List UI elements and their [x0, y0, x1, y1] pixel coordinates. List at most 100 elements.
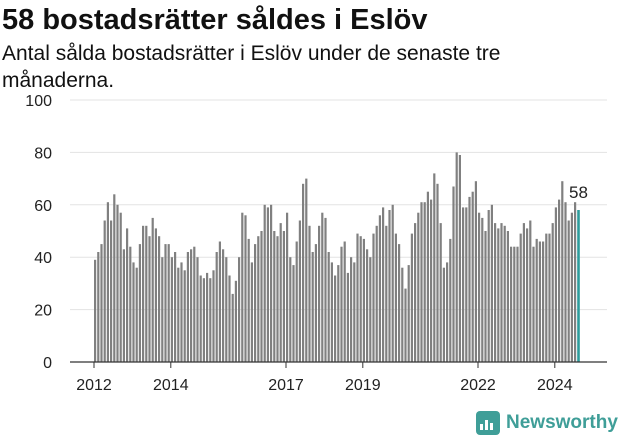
bar [500, 223, 503, 362]
bar [567, 220, 570, 362]
bar [394, 233, 397, 362]
bar [513, 246, 516, 362]
bar [212, 270, 215, 362]
bar [324, 217, 327, 362]
bar [292, 265, 295, 362]
bar [378, 215, 381, 362]
bar [474, 181, 477, 362]
bar [414, 223, 417, 362]
bar [266, 207, 269, 362]
bar [298, 220, 301, 362]
bar [506, 231, 509, 362]
bar [554, 207, 557, 362]
bar [286, 212, 289, 362]
bar [519, 233, 522, 362]
bar [574, 202, 577, 362]
bar [276, 236, 279, 362]
bar [439, 223, 442, 362]
bar [327, 252, 330, 362]
bar [302, 183, 305, 362]
bar [391, 204, 394, 362]
bar [561, 181, 564, 362]
bar [372, 233, 375, 362]
bar [103, 220, 106, 362]
bar [426, 191, 429, 362]
bar [97, 252, 100, 362]
bar [289, 257, 292, 362]
bar [359, 236, 362, 362]
y-tick-label: 100 [25, 93, 52, 110]
bar [183, 270, 186, 362]
bar [522, 223, 525, 362]
latest-value-label: 58 [569, 183, 588, 202]
bar [161, 257, 164, 362]
bar [314, 244, 317, 362]
bar [257, 236, 260, 362]
bar [244, 215, 247, 362]
bar [337, 265, 340, 362]
bar [106, 202, 109, 362]
bar [481, 217, 484, 362]
bar [343, 241, 346, 362]
bar [548, 233, 551, 362]
bar [110, 220, 113, 362]
brand-logo: Newsworthy [476, 408, 618, 438]
bar [295, 241, 298, 362]
bar [199, 275, 202, 362]
bar [490, 204, 493, 362]
bar [177, 267, 180, 362]
bar [494, 223, 497, 362]
y-tick-label: 20 [34, 303, 52, 320]
bar [366, 249, 369, 362]
bar [420, 202, 423, 362]
bar [433, 173, 436, 362]
bar [532, 246, 535, 362]
bar [334, 275, 337, 362]
bar [206, 272, 209, 362]
bar [202, 278, 205, 362]
bar [542, 241, 545, 362]
bar [113, 194, 116, 362]
bar [449, 238, 452, 362]
bar [241, 212, 244, 362]
bar [279, 223, 282, 362]
bar [238, 257, 241, 362]
bar [545, 233, 548, 362]
bar [170, 257, 173, 362]
bar [186, 252, 189, 362]
bar [401, 267, 404, 362]
bar [487, 210, 490, 362]
y-tick-label: 80 [34, 145, 52, 162]
bar [356, 233, 359, 362]
bar [225, 257, 228, 362]
bar [564, 202, 567, 362]
bar [260, 231, 263, 362]
bar [135, 267, 138, 362]
bar [407, 265, 410, 362]
bar [321, 212, 324, 362]
bar [503, 225, 506, 362]
bar [318, 225, 321, 362]
bar [193, 246, 196, 362]
bar [516, 246, 519, 362]
bar [196, 257, 199, 362]
bar [138, 244, 141, 362]
bar [215, 252, 218, 362]
bar [330, 262, 333, 362]
bar [350, 257, 353, 362]
bar [417, 212, 420, 362]
bar-highlight [577, 210, 580, 362]
bar [526, 228, 529, 362]
bar [442, 267, 445, 362]
bar [510, 246, 513, 362]
bar [385, 225, 388, 362]
y-axis-tick-labels: 0 20 40 60 80 100 [25, 93, 52, 372]
bar [340, 246, 343, 362]
bar [446, 262, 449, 362]
newsworthy-logo-icon [476, 411, 500, 435]
bar [375, 225, 378, 362]
bar [222, 249, 225, 362]
bar [538, 241, 541, 362]
bar [346, 272, 349, 362]
bar [570, 212, 573, 362]
